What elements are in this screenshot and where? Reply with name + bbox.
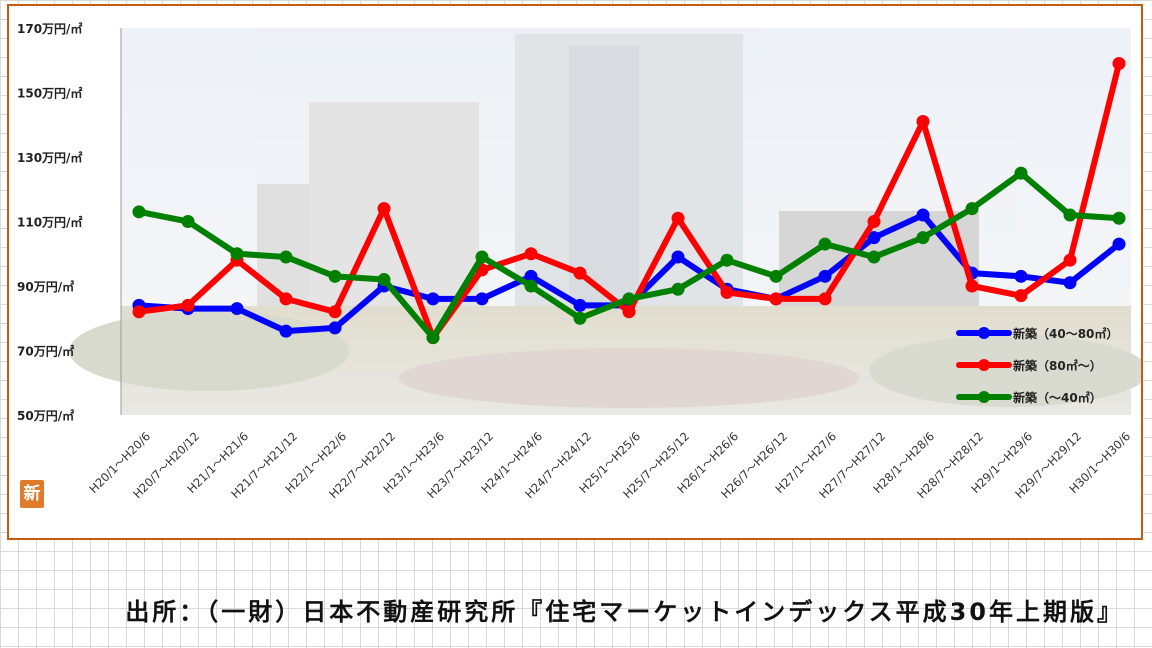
y-tick-label: 170万円/㎡ [17,21,82,36]
y-tick-label: 150万円/㎡ [17,86,82,101]
data-point [279,324,293,338]
data-point [818,292,832,306]
legend-swatch-marker [978,327,990,339]
data-point [1063,208,1077,222]
data-point [524,269,538,283]
y-tick-label: 70万円/㎡ [17,344,74,359]
legend-item: 新築（80㎡～） [956,358,1102,373]
data-point [867,250,881,264]
data-point [475,250,489,264]
data-point [573,311,587,325]
data-point [524,279,538,293]
data-point [720,285,734,299]
data-point [1063,276,1077,290]
y-tick-label: 50万円/㎡ [17,408,74,423]
data-point [426,292,440,306]
data-point [279,292,293,306]
legend-swatch-marker [978,359,990,371]
data-point [377,202,391,216]
data-point [328,305,342,319]
data-point [916,115,930,129]
data-point [671,250,685,264]
data-point [230,247,244,261]
legend-label: 新築（40～80㎡） [1013,326,1118,341]
data-point [671,282,685,296]
data-point [720,253,734,267]
data-point [622,305,636,319]
data-point [1112,56,1126,70]
series-layer [132,56,1126,345]
data-point [867,215,881,228]
legend-label: 新築（～40㎡） [1013,390,1102,405]
data-point [181,298,195,312]
data-point [1063,253,1077,267]
data-point [475,292,489,306]
y-tick-label: 130万円/㎡ [17,150,82,165]
data-point [279,250,293,264]
data-point [132,305,146,319]
data-point [1112,211,1126,225]
data-point [916,208,930,222]
data-point [916,231,930,245]
data-point [1014,269,1028,283]
x-axis: H20/1～H20/6H20/7～H20/12H21/1～H21/6H21/7～… [86,429,1133,501]
data-point [1112,237,1126,251]
new-construction-badge-icon: 新 [20,480,44,508]
data-point [328,269,342,283]
data-point [671,211,685,225]
data-point [573,266,587,280]
data-point [230,302,244,316]
data-point [818,269,832,283]
data-point [769,292,783,306]
legend-item: 新築（40～80㎡） [956,326,1118,341]
data-point [1014,289,1028,303]
data-point [769,269,783,283]
data-point [965,202,979,216]
legend-item: 新築（～40㎡） [956,390,1102,405]
y-tick-label: 90万円/㎡ [17,279,74,294]
data-point [377,273,391,287]
series-2 [132,166,1126,345]
data-point [132,205,146,219]
data-point [622,292,636,306]
data-point [867,231,881,245]
legend-label: 新築（80㎡～） [1013,358,1102,373]
background-cityscape-image [69,28,1141,415]
legend-swatch-marker [978,391,990,403]
data-point [1014,166,1028,180]
source-note: 出所：（一財）日本不動産研究所『住宅マーケットインデックス平成30年上期版』 [125,598,1124,626]
y-axis: 50万円/㎡ 70万円/㎡ 90万円/㎡ 110万円/㎡ 130万円/㎡ 150万円/㎡ 1… [17,21,122,423]
data-point [573,298,587,312]
badge-label: 新 [23,484,41,504]
data-point [818,237,832,251]
legend: 新築（40～80㎡） 新築（80㎡～） 新築（～40㎡） [956,326,1118,405]
data-point [426,331,440,345]
chart-frame: 50万円/㎡ 70万円/㎡ 90万円/㎡ 110万円/㎡ 130万円/㎡ 150万円/㎡ 1… [7,4,1143,540]
data-point [181,215,195,228]
data-point [965,279,979,293]
data-point [524,247,538,261]
y-tick-label: 110万円/㎡ [17,215,82,230]
data-point [328,321,342,335]
chart-svg: 50万円/㎡ 70万円/㎡ 90万円/㎡ 110万円/㎡ 130万円/㎡ 150万円/㎡ 1… [17,21,1141,501]
